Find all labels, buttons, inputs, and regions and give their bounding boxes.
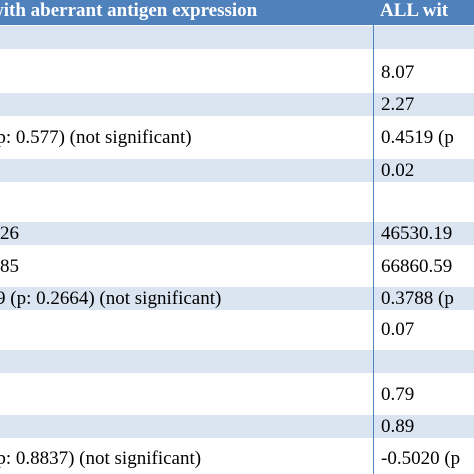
table-row: 8.07 xyxy=(0,60,474,85)
table-row: 85 66860.59 xyxy=(0,254,474,279)
table-row: (p: 0.577) (not significant) 0.4519 (p xyxy=(0,125,474,150)
cell-col2: 46530.19 xyxy=(381,223,453,244)
table-row: 0.89 xyxy=(0,414,474,439)
cell-col1: (p: 0.8837) (not significant) xyxy=(0,448,202,469)
header-col-all: ALL wit xyxy=(380,0,449,21)
cell-col2: 0.02 xyxy=(381,160,415,181)
cell-col1: 85 xyxy=(0,256,19,277)
table-row xyxy=(0,25,474,50)
cell-col1: 9 (p: 0.2664) (not significant) xyxy=(0,288,222,309)
column-divider xyxy=(373,0,374,474)
table-row: 0.07 xyxy=(0,317,474,342)
table-row xyxy=(0,190,474,215)
cell-col2: 8.07 xyxy=(381,62,415,83)
cell-col2: 0.89 xyxy=(381,416,415,437)
cell-col2: 0.79 xyxy=(381,384,415,405)
table-row xyxy=(0,349,474,374)
table-row: 0.79 xyxy=(0,382,474,407)
cell-col2: -0.5020 (p xyxy=(381,448,461,469)
cell-col2: 0.3788 (p xyxy=(381,288,454,309)
cell-col2: 0.07 xyxy=(381,319,415,340)
table-row: 26 46530.19 xyxy=(0,221,474,246)
table-row: 9 (p: 0.2664) (not significant) 0.3788 (… xyxy=(0,286,474,311)
cell-col1: (p: 0.577) (not significant) xyxy=(0,127,192,148)
table-row: 0.02 xyxy=(0,158,474,183)
header-col-aberrant: with aberrant antigen expression xyxy=(0,0,258,21)
table-header-row: with aberrant antigen expression ALL wit xyxy=(0,0,474,25)
table-row: (p: 0.8837) (not significant) -0.5020 (p xyxy=(0,446,474,474)
cell-col2: 2.27 xyxy=(381,94,415,115)
cell-col2: 0.4519 (p xyxy=(381,127,454,148)
table-row: 2.27 xyxy=(0,92,474,117)
cell-col1: 26 xyxy=(0,223,19,244)
cell-col2: 66860.59 xyxy=(381,256,453,277)
